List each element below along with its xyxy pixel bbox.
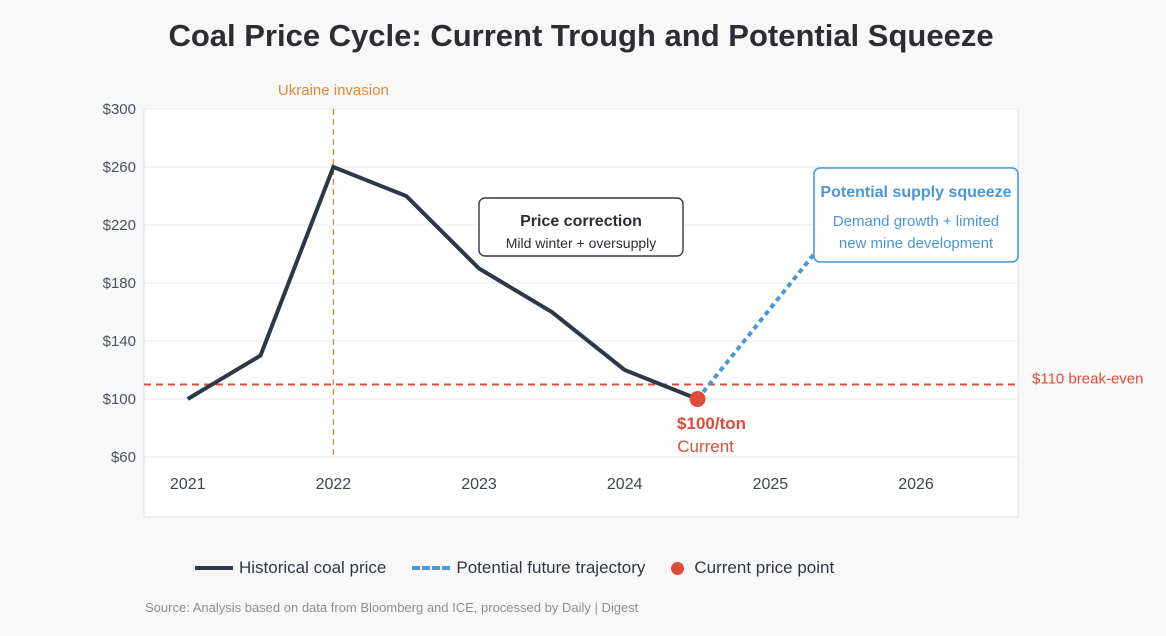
x-tick-label: 2023 (461, 476, 497, 493)
y-tick-label: $180 (103, 275, 136, 292)
y-tick-label: $220 (103, 217, 136, 234)
x-tick-label: 2025 (753, 476, 789, 493)
y-tick-label: $60 (111, 449, 136, 466)
future-trajectory-line (695, 252, 816, 401)
current-price-value: $100/ton (677, 414, 746, 433)
correction-annotation-title: Price correction (520, 213, 642, 230)
y-tick-label: $260 (103, 159, 136, 176)
legend-dot-icon (671, 561, 685, 575)
legend-solid-line-icon (195, 566, 233, 570)
correction-annotation-box (478, 197, 684, 257)
legend-label-current: Current price point (694, 558, 835, 577)
legend-item-current: Current price point (671, 558, 834, 578)
event-label: Ukraine invasion (278, 82, 389, 99)
y-tick-label: $300 (103, 101, 136, 118)
breakeven-label: $110 break-even (1032, 371, 1143, 388)
y-tick-label: $100 (103, 391, 136, 408)
legend-item-historical: Historical coal price (195, 558, 386, 578)
legend-label-historical: Historical coal price (239, 558, 387, 577)
source-note: Source: Analysis based on data from Bloo… (145, 600, 639, 615)
legend-dashed-line-icon (412, 566, 451, 570)
current-price-point (689, 391, 706, 407)
legend-label-future: Potential future trajectory (456, 558, 646, 577)
squeeze-annotation-line2: new mine development (839, 235, 994, 252)
x-tick-label: 2022 (316, 476, 352, 493)
historical-price-line (186, 164, 699, 401)
x-tick-label: 2024 (607, 476, 643, 493)
y-tick-label: $140 (103, 333, 136, 350)
squeeze-annotation-line1: Demand growth + limited (833, 213, 999, 230)
chart-title: Coal Price Cycle: Current Trough and Pot… (168, 18, 994, 53)
squeeze-annotation-box (813, 167, 1019, 263)
x-tick-label: 2021 (170, 476, 206, 493)
legend-item-future: Potential future trajectory (412, 558, 645, 578)
chart-svg: $300 $260 $220 $180 $140 $100 $60 2021 2022 2023 2… (103, 82, 1143, 518)
x-tick-label: 2026 (898, 476, 934, 493)
squeeze-annotation-title: Potential supply squeeze (820, 184, 1011, 201)
current-price-label: Current (677, 437, 734, 456)
legend: Historical coal price Potential future t… (195, 558, 860, 578)
correction-annotation-subtitle: Mild winter + oversupply (506, 235, 657, 251)
